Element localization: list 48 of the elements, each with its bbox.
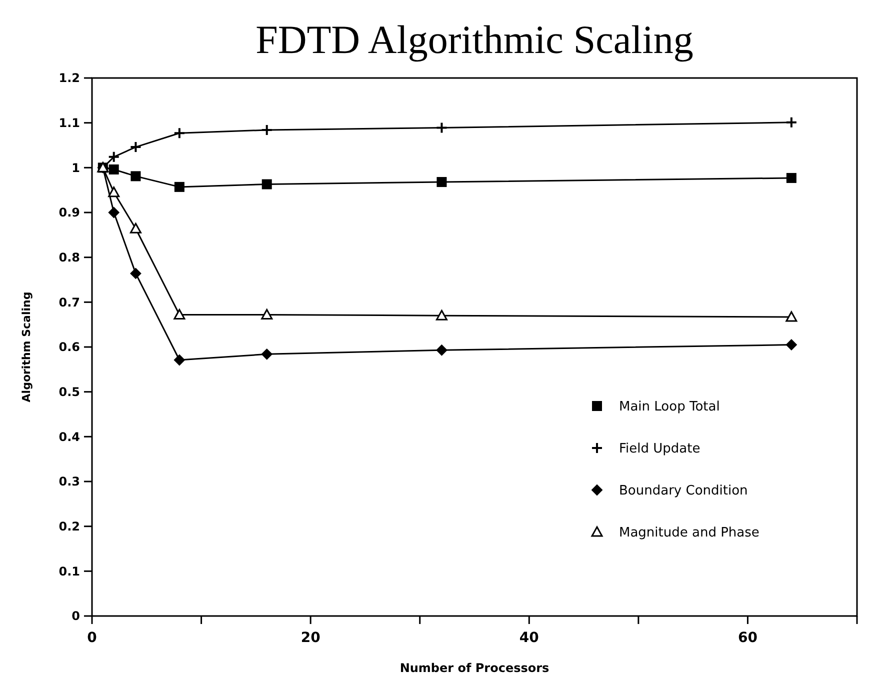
point [130,268,142,279]
y-tick-label: 0 [72,609,80,624]
y-axis-title: Algorithm Scaling [20,292,33,402]
y-tick-label: 0.3 [58,474,80,489]
y-tick-label: 0.9 [58,206,80,220]
point [174,308,186,320]
y-tick-label: 0.8 [58,250,80,265]
point [262,179,272,190]
point [130,171,141,182]
chart-title: FDTD Algorithmic Scaling [256,17,694,62]
x-axis-title: Number of Processors [400,661,550,675]
point [108,150,120,163]
point [261,348,272,360]
point [108,207,120,218]
y-tick-label: 0.7 [58,295,80,310]
point [786,172,796,183]
y-tick-label: 1.2 [58,71,80,86]
point [130,222,142,234]
y-tick-label: 0.5 [58,385,80,400]
point [108,164,119,174]
point [436,177,447,188]
y-tick-label: 1.1 [58,116,80,130]
x-tick-label: 0 [87,630,98,646]
legend-label: Boundary Condition [619,484,748,499]
point [108,186,120,198]
point [261,308,273,320]
point [786,311,798,322]
y-tick-label: 0.1 [58,564,80,578]
y-tick-label: 0.6 [58,340,80,354]
point [436,310,448,320]
point [130,141,142,154]
point [436,122,448,134]
point [436,344,448,356]
x-tick-label: 40 [519,630,540,646]
point [260,124,273,136]
point [174,182,184,192]
y-tick-label: 0.4 [58,430,80,444]
legend-label: Main Loop Total [619,400,720,415]
point [786,339,797,350]
point [173,127,186,140]
x-tick-label: 60 [738,630,758,646]
legend-label: Field Update [619,442,700,457]
x-tick-label: 20 [300,630,321,646]
point [785,116,798,128]
legend-label: Magnitude and Phase [619,526,760,541]
point [174,354,185,366]
y-tick-label: 0.2 [58,520,80,534]
y-tick-label: 1 [72,160,80,175]
